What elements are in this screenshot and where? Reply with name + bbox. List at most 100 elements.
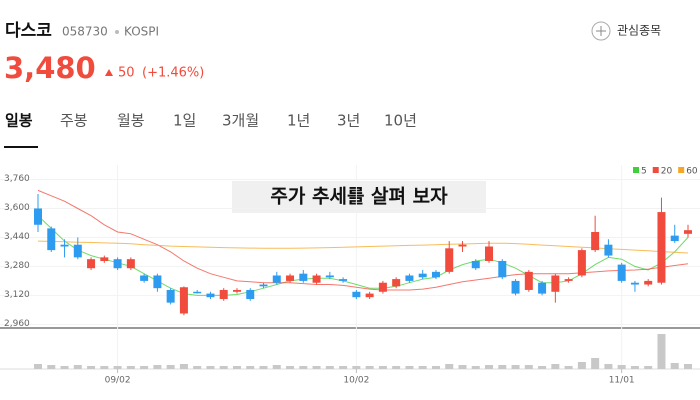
candle-body [378, 282, 387, 292]
volume-bar [47, 365, 56, 369]
candle-body [458, 244, 467, 247]
volume-bar [34, 364, 42, 369]
candle-body [87, 259, 96, 269]
y-tick-label: 3,600 [4, 203, 30, 213]
candle-body [140, 275, 149, 281]
tab[interactable]: 1일 [173, 112, 196, 130]
watch-label: 관심종목 [617, 24, 661, 38]
candle-body [551, 275, 560, 292]
volume-bar [206, 366, 215, 369]
y-tick-label: 3,760 [4, 174, 30, 184]
volume-bar [392, 366, 401, 369]
watch-icon [591, 21, 611, 41]
change: 50 [118, 66, 135, 81]
y-tick-label: 2,960 [4, 319, 30, 329]
volume-bar [193, 366, 202, 369]
volume-bar [100, 366, 109, 369]
candle-body [179, 287, 188, 314]
volume-bar [498, 365, 507, 369]
separator-dot [115, 30, 119, 34]
candle-body [60, 244, 69, 247]
legend-label: 60 [686, 167, 698, 177]
watch-button[interactable]: 관심종목 [591, 21, 661, 41]
candle-body [47, 228, 56, 251]
candle-body [365, 293, 374, 298]
candle-body [339, 279, 348, 281]
volume-bar [219, 366, 228, 369]
candle-body [286, 275, 295, 281]
candle-body [34, 208, 42, 225]
candle-body [193, 291, 202, 294]
volume-bar [60, 366, 69, 369]
y-tick-label: 3,440 [4, 232, 30, 242]
tab[interactable]: 3년 [337, 112, 360, 130]
candle-body [564, 279, 573, 281]
volume-bar [617, 365, 626, 369]
volume-bar [471, 366, 480, 369]
legend-swatch [633, 167, 639, 173]
volume-bar [259, 366, 268, 369]
volume-bar [458, 365, 467, 369]
stock-name: 다스코 [5, 21, 52, 41]
plus [596, 26, 606, 36]
ma-line [37, 240, 689, 254]
annotation: 주가 추세를 살펴 보자 [270, 186, 448, 208]
volume-bar [299, 366, 308, 369]
volume-bar [140, 366, 149, 369]
candle-body [352, 291, 361, 298]
candle-body [312, 275, 321, 283]
candle-body [100, 257, 109, 261]
tab[interactable]: 1년 [287, 112, 310, 130]
volume-bar [445, 364, 454, 369]
candle-body [418, 273, 427, 278]
volume-bar [538, 366, 547, 369]
x-tick-label: 11/01 [609, 376, 635, 386]
candle-body [538, 282, 547, 294]
candle-body [232, 289, 241, 292]
candle-body [405, 275, 414, 281]
candle-body [577, 250, 586, 276]
tab[interactable]: 3개월 [222, 112, 259, 130]
tab[interactable]: 10년 [384, 112, 417, 130]
candle-body [153, 275, 162, 289]
market: KOSPI [124, 25, 159, 39]
x-tick-label: 10/02 [343, 376, 369, 386]
candle-body [445, 248, 454, 272]
volume-bar [485, 365, 494, 369]
tab[interactable]: 월봉 [117, 112, 145, 130]
volume-bar [418, 366, 427, 369]
volume-bar [644, 366, 653, 369]
volume-bar [312, 366, 321, 369]
volume-bar [339, 366, 348, 369]
volume-bar [591, 358, 600, 369]
price: 3,480 [4, 51, 96, 85]
volume-bar [179, 364, 188, 369]
candle-body [591, 232, 600, 251]
candle-body [670, 235, 679, 242]
volume-bar [153, 365, 162, 369]
volume-bar [365, 366, 374, 369]
candle-body [511, 280, 520, 294]
candle-body [246, 289, 255, 300]
candle-body [524, 271, 533, 290]
candle-body [219, 289, 228, 300]
volume-bar [272, 365, 281, 369]
volume-bar [166, 365, 175, 369]
up-arrow [105, 69, 113, 76]
volume-bar [551, 364, 560, 369]
volume-bar [325, 366, 334, 369]
volume-bar [604, 364, 613, 369]
volume-bar [524, 365, 533, 369]
candle-body [392, 279, 401, 287]
candle-body [299, 273, 308, 281]
volume-bar [577, 362, 586, 369]
candle-body [630, 282, 639, 285]
candle-body [272, 275, 281, 283]
legend-swatch [678, 167, 685, 173]
tab[interactable]: 주봉 [60, 112, 88, 130]
candle-body [126, 259, 135, 269]
legend-label: 20 [661, 167, 673, 177]
tab[interactable]: 일봉 [5, 112, 33, 130]
